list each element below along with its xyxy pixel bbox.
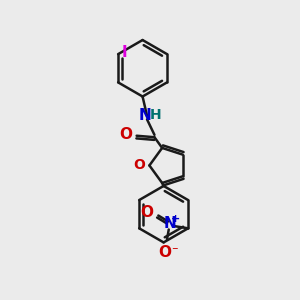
- Text: N: N: [138, 108, 151, 123]
- Text: H: H: [150, 108, 162, 122]
- Text: ⁻: ⁻: [171, 245, 178, 258]
- Text: O: O: [134, 158, 146, 172]
- Text: O: O: [119, 127, 133, 142]
- Text: I: I: [122, 45, 127, 60]
- Text: +: +: [171, 214, 180, 224]
- Text: O: O: [140, 205, 153, 220]
- Text: O: O: [158, 245, 171, 260]
- Text: N: N: [163, 216, 176, 231]
